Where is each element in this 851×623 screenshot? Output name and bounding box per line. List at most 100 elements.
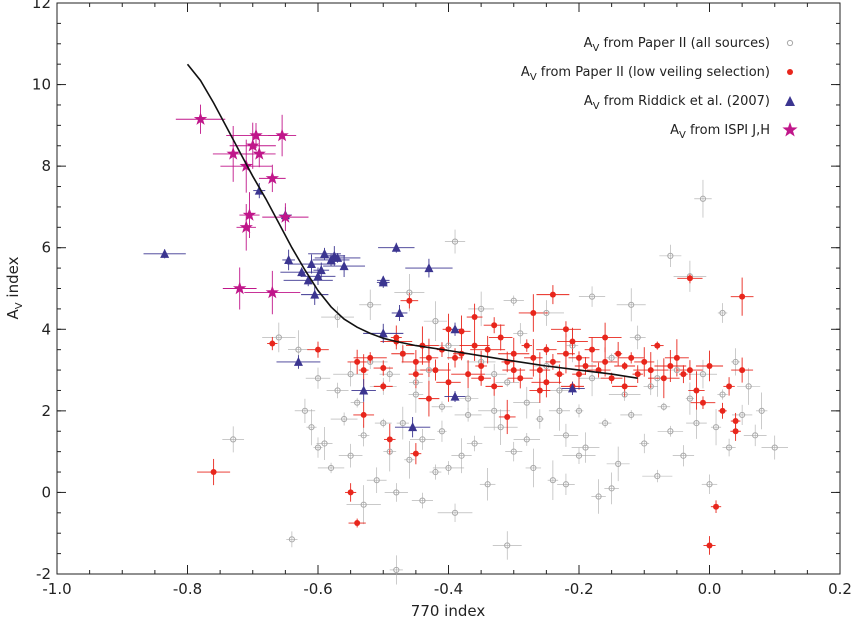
all-sources-point	[478, 305, 485, 312]
all-sources-point	[464, 395, 472, 402]
all-sources-point	[523, 399, 530, 406]
low-veiling-point	[713, 503, 720, 510]
all-sources-point	[660, 403, 667, 410]
low-veiling-point	[582, 362, 589, 369]
all-sources-point	[582, 444, 589, 451]
y-tick-label: -2	[36, 565, 51, 583]
riddick-point	[408, 422, 418, 432]
low-veiling-point	[543, 379, 550, 386]
low-veiling-point	[425, 354, 432, 361]
riddick-point	[284, 254, 294, 264]
riddick-point	[333, 252, 343, 262]
legend-label-main: A	[584, 94, 593, 109]
x-tick-label: -0.4	[434, 580, 463, 598]
all-sources-point	[752, 432, 759, 439]
low-veiling-point	[530, 309, 537, 316]
all-sources-point	[556, 387, 563, 394]
low-veiling-point	[425, 395, 432, 402]
low-veiling-point	[412, 450, 419, 457]
low-veiling-point	[641, 358, 648, 365]
low-veiling-point	[536, 367, 543, 374]
x-tick-label: -0.2	[564, 580, 593, 598]
all-sources-point	[393, 489, 400, 496]
low-veiling-point	[576, 354, 582, 361]
all-sources-point	[680, 452, 687, 459]
low-veiling-point	[269, 340, 276, 347]
all-sources-point	[608, 485, 615, 492]
low-veiling-point	[706, 362, 713, 369]
all-sources-point	[510, 297, 517, 304]
low-veiling-point	[693, 387, 700, 394]
low-veiling-point	[406, 297, 413, 304]
all-sources-point	[543, 309, 550, 317]
legend-label-rest: from Paper II (all sources)	[599, 36, 770, 51]
all-sources-point	[517, 330, 524, 337]
low-veiling-point	[445, 326, 452, 333]
axis-ticks	[56, 2, 841, 575]
riddick-point	[567, 383, 577, 393]
low-veiling-point	[732, 418, 739, 425]
y-axis-label-main: A	[4, 308, 22, 319]
y-tick-label: 8	[41, 157, 51, 175]
all-sources-point	[588, 375, 596, 382]
low-veiling-point	[667, 362, 674, 369]
all-sources-point	[575, 452, 583, 459]
all-sources-point	[667, 252, 674, 259]
low-veiling-point	[445, 379, 452, 386]
all-sources-point	[380, 419, 387, 427]
all-sources-point	[438, 403, 446, 410]
all-sources-point	[771, 444, 778, 451]
svg-text:AV from ISPI J,H: AV from ISPI J,H	[670, 123, 770, 141]
svg-text:AV from Riddick et al. (2007): AV from Riddick et al. (2007)	[584, 94, 770, 112]
low-veiling-point	[452, 354, 459, 361]
low-veiling-point	[458, 328, 465, 335]
legend-label-main: A	[670, 123, 679, 138]
all-sources-point	[556, 407, 563, 414]
fit-curve	[186, 63, 638, 379]
all-sources-point	[686, 395, 694, 402]
legend-label-rest: from ISPI J,H	[686, 123, 770, 138]
all-sources-point	[484, 481, 491, 488]
all-sources-point	[654, 473, 661, 480]
all-sources-point	[712, 424, 720, 431]
legend-label-rest: from Paper II (low veiling selection)	[537, 65, 770, 80]
riddick-point	[293, 356, 303, 366]
all-sources-point	[562, 432, 570, 439]
riddick-point	[378, 328, 388, 338]
riddick-point	[359, 385, 369, 395]
riddick-point	[339, 261, 349, 271]
fit-curve-line	[186, 63, 638, 379]
low-veiling-point	[432, 367, 439, 374]
all-sources-point	[497, 424, 504, 431]
low-veiling-point	[517, 375, 524, 382]
ispi-point	[275, 128, 289, 142]
ispi-point	[239, 220, 253, 233]
legend-label-main: A	[521, 65, 530, 80]
low-veiling-point	[478, 375, 485, 382]
low-veiling-point	[367, 354, 374, 361]
all-sources-point	[667, 428, 674, 435]
legend-label-sub: V	[679, 130, 686, 141]
low-veiling-point	[706, 542, 713, 549]
all-sources-point	[321, 440, 328, 447]
riddick-point	[297, 267, 307, 277]
riddick-point	[310, 289, 320, 299]
all-sources-point	[602, 419, 609, 427]
low-veiling-point	[478, 362, 485, 369]
all-sources-point	[373, 477, 380, 484]
low-veiling-point	[647, 367, 654, 374]
legend-marker-open-circle	[786, 39, 794, 47]
low-veiling-point	[360, 367, 367, 374]
ispi-point	[233, 281, 247, 295]
ispi-point	[252, 146, 266, 160]
all-sources-point	[334, 313, 341, 321]
all-sources-point	[445, 464, 452, 472]
low-veiling-point	[491, 322, 498, 329]
y-tick-label: 10	[32, 76, 51, 94]
riddick-point	[316, 265, 326, 275]
legend-label-main: A	[584, 36, 593, 51]
low-veiling-point	[347, 489, 354, 496]
low-veiling-point	[354, 358, 361, 365]
low-veiling-point	[412, 358, 419, 365]
all-sources-point	[654, 375, 661, 382]
